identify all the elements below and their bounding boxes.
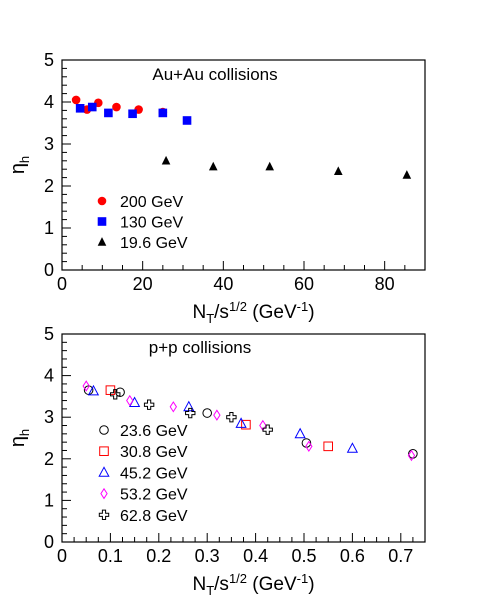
x-tick-label: 0 bbox=[57, 546, 67, 566]
legend-marker bbox=[98, 217, 107, 226]
y-tick-label: 5 bbox=[44, 324, 54, 344]
data-point bbox=[127, 396, 133, 406]
legend-label: 62.8 GeV bbox=[120, 508, 188, 525]
series-200-gev bbox=[72, 96, 167, 117]
x-tick-label: 60 bbox=[294, 274, 314, 294]
legend-marker bbox=[100, 426, 109, 435]
y-tick-label: 4 bbox=[44, 92, 54, 112]
series-30.8-gev bbox=[106, 386, 332, 451]
x-tick-label: 0.2 bbox=[146, 546, 171, 566]
series-45.2-gev bbox=[89, 386, 358, 452]
legend-label: 53.2 GeV bbox=[120, 487, 188, 504]
x-tick-label: 0.3 bbox=[195, 546, 220, 566]
y-tick-label: 5 bbox=[44, 50, 54, 70]
series-130-gev bbox=[76, 103, 191, 125]
data-point bbox=[144, 400, 153, 409]
data-point bbox=[128, 109, 137, 118]
data-point bbox=[203, 409, 212, 418]
chart-title: p+p collisions bbox=[149, 338, 252, 357]
x-tick-label: 0.5 bbox=[291, 546, 316, 566]
data-point bbox=[170, 402, 176, 412]
data-point bbox=[236, 418, 246, 427]
x-tick-label: 0.1 bbox=[98, 546, 123, 566]
data-point bbox=[104, 109, 113, 118]
legend-marker bbox=[99, 510, 108, 519]
data-point bbox=[209, 162, 218, 171]
x-axis-label: NT/s1/2 (GeV-1) bbox=[192, 571, 314, 598]
y-tick-label: 4 bbox=[44, 366, 54, 386]
y-axis-label: ηh bbox=[7, 429, 32, 447]
y-tick-label: 3 bbox=[44, 407, 54, 427]
data-point bbox=[89, 386, 99, 395]
y-tick-label: 3 bbox=[44, 134, 54, 154]
y-tick-label: 0 bbox=[44, 260, 54, 280]
y-tick-label: 0 bbox=[44, 532, 54, 552]
x-tick-label: 20 bbox=[133, 274, 153, 294]
legend-marker bbox=[98, 237, 107, 246]
legend-marker bbox=[99, 467, 109, 476]
legend-label: 130 GeV bbox=[120, 215, 183, 232]
data-point bbox=[334, 166, 343, 175]
data-point bbox=[76, 104, 85, 113]
x-tick-label: 0.6 bbox=[340, 546, 365, 566]
y-tick-label: 1 bbox=[44, 218, 54, 238]
data-point bbox=[324, 442, 333, 451]
legend-label: 23.6 GeV bbox=[120, 423, 188, 440]
legend-marker bbox=[101, 489, 107, 499]
data-point bbox=[265, 162, 274, 171]
y-tick-label: 2 bbox=[44, 176, 54, 196]
x-tick-label: 0 bbox=[57, 274, 67, 294]
panel-1: 0 20 40 60 80 0 1 2 3 4 5 Au+Au collisions NT/s1/2 (… bbox=[7, 50, 425, 326]
data-point bbox=[162, 156, 171, 165]
x-tick-label: 80 bbox=[375, 274, 395, 294]
data-point bbox=[403, 170, 412, 179]
panel-2: 0 0.1 0.2 0.3 0.4 0.5 0.6 0.7 0 1 2 3 4 5 p+p collisio… bbox=[7, 324, 425, 598]
legend-label: 200 GeV bbox=[120, 194, 183, 211]
legend-marker bbox=[100, 447, 109, 456]
data-point bbox=[263, 425, 272, 434]
data-point bbox=[214, 410, 220, 420]
data-point bbox=[348, 443, 358, 452]
plot-frame bbox=[62, 334, 425, 542]
chart-title: Au+Au collisions bbox=[152, 65, 277, 84]
data-point bbox=[183, 116, 192, 125]
data-point bbox=[295, 429, 305, 438]
series-19.6-gev bbox=[162, 156, 411, 179]
data-point bbox=[72, 96, 81, 105]
data-point bbox=[227, 413, 236, 422]
x-axis-label: NT/s1/2 (GeV-1) bbox=[192, 299, 314, 326]
plot-frame bbox=[62, 60, 425, 270]
x-tick-label: 0.7 bbox=[388, 546, 413, 566]
data-point bbox=[159, 109, 168, 118]
legend-label: 19.6 GeV bbox=[120, 235, 188, 252]
legend-marker bbox=[98, 197, 107, 206]
x-tick-label: 40 bbox=[213, 274, 233, 294]
legend-label: 30.8 GeV bbox=[120, 444, 188, 461]
data-point bbox=[112, 103, 121, 112]
legend-label: 45.2 GeV bbox=[120, 465, 188, 482]
y-tick-label: 2 bbox=[44, 449, 54, 469]
x-tick-label: 0.4 bbox=[243, 546, 268, 566]
data-point bbox=[88, 103, 97, 112]
y-tick-label: 1 bbox=[44, 490, 54, 510]
y-axis-label: ηh bbox=[7, 156, 32, 174]
